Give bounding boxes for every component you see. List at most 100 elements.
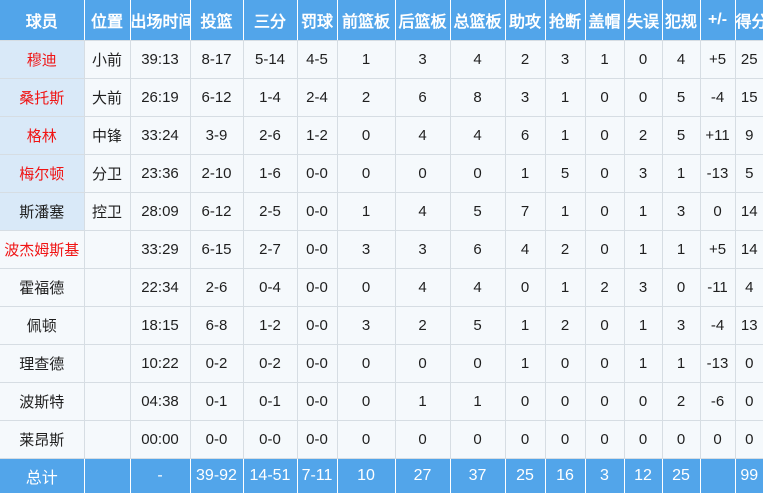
column-header-off-reb: 前篮板 <box>337 0 395 41</box>
cell-assists: 4 <box>505 231 545 269</box>
cell-fg: 2-6 <box>190 269 243 307</box>
cell-assists: 1 <box>505 307 545 345</box>
cell-turnovers: 2 <box>624 117 662 155</box>
cell-total-reb: 5 <box>450 193 505 231</box>
cell-plus-minus: +5 <box>700 231 735 269</box>
cell-blocks: 0 <box>585 345 624 383</box>
total-turnovers: 12 <box>624 459 662 493</box>
cell-minutes: 39:13 <box>130 41 190 79</box>
cell-fouls: 0 <box>662 421 700 459</box>
cell-position <box>84 345 130 383</box>
cell-fouls: 5 <box>662 117 700 155</box>
cell-minutes: 04:38 <box>130 383 190 421</box>
cell-three-pt: 0-2 <box>243 345 297 383</box>
total-blocks: 3 <box>585 459 624 493</box>
cell-three-pt: 1-6 <box>243 155 297 193</box>
column-header-minutes: 出场时间 <box>130 0 190 41</box>
cell-three-pt: 0-1 <box>243 383 297 421</box>
cell-steals: 0 <box>545 345 585 383</box>
cell-def-reb: 6 <box>395 79 450 117</box>
cell-turnovers: 3 <box>624 155 662 193</box>
cell-position: 大前 <box>84 79 130 117</box>
cell-points: 0 <box>735 383 763 421</box>
cell-three-pt: 1-2 <box>243 307 297 345</box>
cell-fg: 8-17 <box>190 41 243 79</box>
player-name[interactable]: 斯潘塞 <box>0 193 84 231</box>
cell-fouls: 4 <box>662 41 700 79</box>
cell-def-reb: 0 <box>395 345 450 383</box>
cell-def-reb: 3 <box>395 231 450 269</box>
cell-position: 中锋 <box>84 117 130 155</box>
cell-fouls: 3 <box>662 193 700 231</box>
cell-minutes: 00:00 <box>130 421 190 459</box>
player-name[interactable]: 格林 <box>0 117 84 155</box>
cell-turnovers: 1 <box>624 193 662 231</box>
cell-def-reb: 3 <box>395 41 450 79</box>
total-ft: 7-11 <box>297 459 337 493</box>
cell-points: 15 <box>735 79 763 117</box>
cell-assists: 2 <box>505 41 545 79</box>
total-total-reb: 37 <box>450 459 505 493</box>
cell-total-reb: 5 <box>450 307 505 345</box>
cell-minutes: 28:09 <box>130 193 190 231</box>
player-name[interactable]: 莱昂斯 <box>0 421 84 459</box>
cell-ft: 0-0 <box>297 307 337 345</box>
cell-off-reb: 0 <box>337 155 395 193</box>
cell-points: 14 <box>735 193 763 231</box>
player-name[interactable]: 波杰姆斯基 <box>0 231 84 269</box>
cell-assists: 0 <box>505 383 545 421</box>
player-name[interactable]: 桑托斯 <box>0 79 84 117</box>
cell-points: 25 <box>735 41 763 79</box>
cell-points: 0 <box>735 345 763 383</box>
cell-fg: 0-0 <box>190 421 243 459</box>
player-name[interactable]: 佩顿 <box>0 307 84 345</box>
cell-three-pt: 5-14 <box>243 41 297 79</box>
player-name[interactable]: 霍福德 <box>0 269 84 307</box>
cell-total-reb: 4 <box>450 117 505 155</box>
cell-steals: 1 <box>545 79 585 117</box>
cell-fouls: 5 <box>662 79 700 117</box>
total-minutes: - <box>130 459 190 493</box>
cell-steals: 2 <box>545 231 585 269</box>
cell-minutes: 33:24 <box>130 117 190 155</box>
player-name[interactable]: 穆迪 <box>0 41 84 79</box>
cell-turnovers: 0 <box>624 383 662 421</box>
cell-ft: 0-0 <box>297 231 337 269</box>
cell-ft: 0-0 <box>297 345 337 383</box>
cell-plus-minus: 0 <box>700 421 735 459</box>
cell-fg: 0-2 <box>190 345 243 383</box>
cell-plus-minus: -4 <box>700 307 735 345</box>
cell-blocks: 0 <box>585 307 624 345</box>
total-off-reb: 10 <box>337 459 395 493</box>
cell-plus-minus: -11 <box>700 269 735 307</box>
cell-total-reb: 0 <box>450 345 505 383</box>
cell-blocks: 0 <box>585 383 624 421</box>
cell-plus-minus: -13 <box>700 155 735 193</box>
cell-off-reb: 0 <box>337 383 395 421</box>
cell-blocks: 0 <box>585 193 624 231</box>
column-header-player: 球员 <box>0 0 84 41</box>
cell-position: 控卫 <box>84 193 130 231</box>
cell-points: 14 <box>735 231 763 269</box>
player-name[interactable]: 波斯特 <box>0 383 84 421</box>
cell-three-pt: 0-0 <box>243 421 297 459</box>
cell-blocks: 0 <box>585 421 624 459</box>
cell-plus-minus: +11 <box>700 117 735 155</box>
cell-fouls: 1 <box>662 345 700 383</box>
cell-plus-minus: 0 <box>700 193 735 231</box>
total-steals: 16 <box>545 459 585 493</box>
player-name[interactable]: 梅尔顿 <box>0 155 84 193</box>
cell-assists: 0 <box>505 269 545 307</box>
cell-fg: 0-1 <box>190 383 243 421</box>
cell-steals: 0 <box>545 421 585 459</box>
player-name[interactable]: 理查德 <box>0 345 84 383</box>
cell-position <box>84 307 130 345</box>
cell-plus-minus: -6 <box>700 383 735 421</box>
cell-three-pt: 1-4 <box>243 79 297 117</box>
